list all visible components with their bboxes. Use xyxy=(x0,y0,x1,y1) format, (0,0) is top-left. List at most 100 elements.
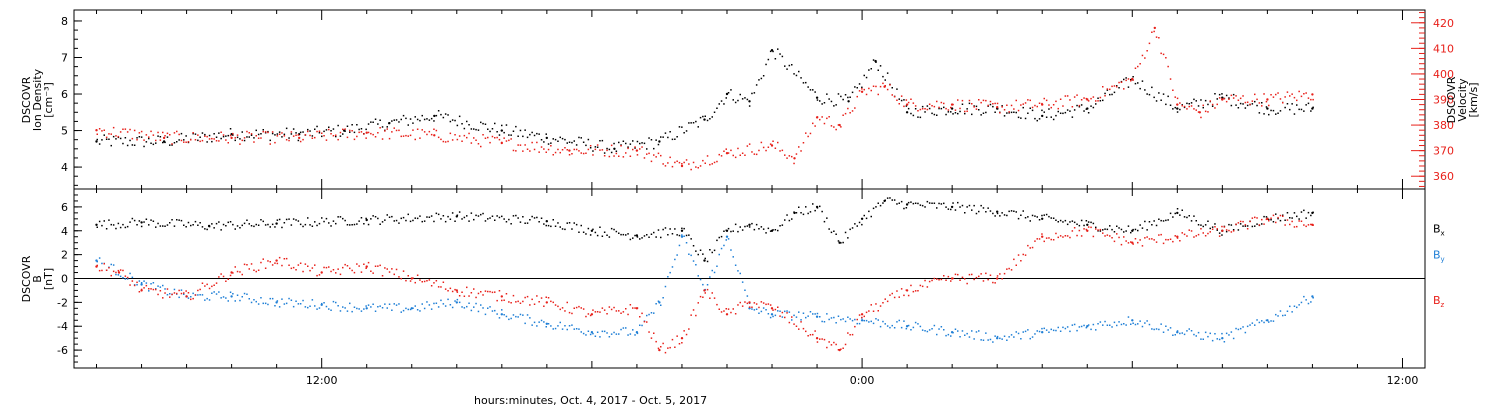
density-point xyxy=(905,105,908,107)
by-point xyxy=(529,317,531,319)
by-point xyxy=(487,307,489,309)
x-tick-label: 12:00 xyxy=(1387,374,1419,387)
by-point xyxy=(636,332,639,335)
density-point xyxy=(601,139,604,142)
bx-point xyxy=(964,212,966,214)
bx-point xyxy=(547,224,550,227)
velocity-point xyxy=(524,144,526,146)
bx-point xyxy=(248,223,250,225)
bx-point xyxy=(180,219,183,222)
bx-point xyxy=(1010,210,1013,212)
density-point xyxy=(613,142,615,145)
by-point xyxy=(1242,326,1244,328)
by-point xyxy=(353,306,356,308)
density-point xyxy=(926,105,929,107)
density-point xyxy=(372,121,374,123)
velocity-point xyxy=(557,148,559,151)
by-point xyxy=(370,306,372,308)
by-point xyxy=(1006,339,1008,341)
bx-point xyxy=(842,241,844,244)
bz-point xyxy=(1165,238,1167,241)
bx-point xyxy=(201,226,204,228)
by-point xyxy=(183,293,185,295)
by-point xyxy=(384,303,386,305)
by-point xyxy=(1130,323,1132,325)
bz-point xyxy=(709,297,711,299)
by-point xyxy=(564,325,566,327)
density-point xyxy=(627,146,629,148)
density-point xyxy=(1310,110,1312,112)
velocity-point xyxy=(723,150,725,152)
bx-point xyxy=(919,204,922,206)
bx-point xyxy=(826,217,828,219)
bx-point xyxy=(571,228,573,230)
density-point xyxy=(1045,116,1048,118)
velocity-point xyxy=(835,128,837,131)
density-point-point xyxy=(847,100,850,103)
by-point xyxy=(215,293,218,295)
velocity-point xyxy=(267,131,269,134)
bz-point xyxy=(1300,220,1303,222)
density-point xyxy=(339,135,342,137)
velocity-point-point xyxy=(860,90,864,94)
by-point xyxy=(650,312,653,314)
velocity-point xyxy=(461,140,463,142)
bx-point xyxy=(1181,209,1183,211)
bx-point xyxy=(136,224,138,226)
by-point xyxy=(784,310,786,313)
bx-point xyxy=(328,222,330,224)
bx-point xyxy=(423,220,426,222)
by-point xyxy=(928,329,931,331)
density-point xyxy=(718,103,720,105)
bz-point xyxy=(384,267,386,269)
bz-point xyxy=(1038,238,1041,240)
by-point xyxy=(837,315,840,317)
bx-point xyxy=(753,228,756,231)
bx-point xyxy=(1183,216,1186,218)
by-point xyxy=(1083,324,1085,327)
by-point xyxy=(356,307,358,310)
density-point xyxy=(1078,106,1081,108)
bz-point xyxy=(856,318,858,321)
velocity-point-point xyxy=(1041,103,1044,106)
bx-point xyxy=(634,234,636,237)
velocity-point xyxy=(578,150,580,152)
bz-point xyxy=(421,281,423,283)
velocity-point xyxy=(704,162,706,164)
velocity-point xyxy=(1109,88,1111,91)
bz-point xyxy=(917,290,919,292)
bz-point xyxy=(1013,258,1015,261)
bz-point xyxy=(1298,220,1300,222)
velocity-point xyxy=(335,134,337,136)
velocity-point xyxy=(1183,105,1186,108)
bx-point xyxy=(414,217,416,219)
bx-point xyxy=(1006,214,1008,217)
by-point xyxy=(802,312,805,314)
by-point xyxy=(342,306,344,308)
bx-point xyxy=(1204,224,1207,226)
bx-point xyxy=(232,223,234,226)
by-point xyxy=(646,314,648,317)
velocity-point xyxy=(119,131,122,133)
density-point xyxy=(1059,112,1062,114)
bz-point xyxy=(482,294,484,296)
bx-point xyxy=(1137,229,1139,232)
bx-point xyxy=(1090,221,1092,224)
velocity-point xyxy=(526,148,529,150)
velocity-point xyxy=(136,139,138,141)
velocity-point xyxy=(145,134,148,136)
bz-point xyxy=(748,306,751,308)
bz-point xyxy=(945,279,947,281)
by-point xyxy=(762,307,765,309)
bz-point xyxy=(309,269,311,272)
density-point xyxy=(690,122,692,124)
velocity-point xyxy=(1134,67,1137,69)
velocity-point xyxy=(606,149,608,152)
by-point xyxy=(145,282,148,284)
density-point xyxy=(1069,110,1071,112)
bx-point xyxy=(1172,216,1174,218)
density-point xyxy=(480,121,482,124)
velocity-point xyxy=(1158,37,1160,39)
velocity-point xyxy=(774,147,777,149)
